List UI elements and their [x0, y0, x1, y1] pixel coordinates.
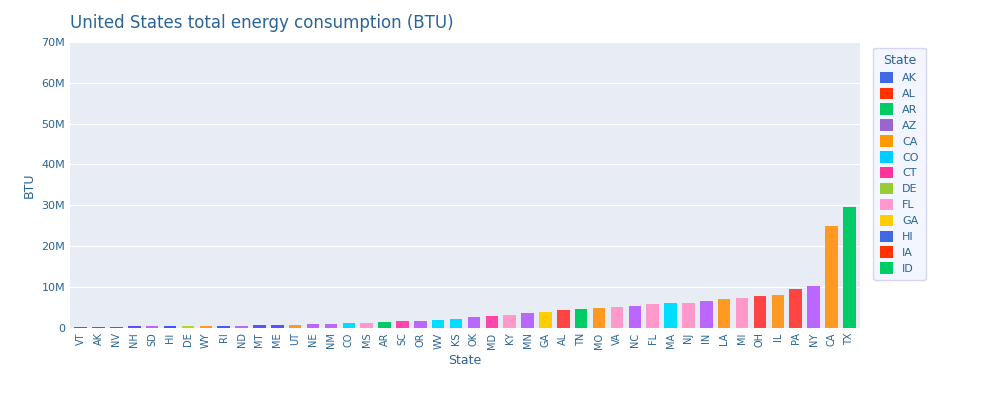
- Bar: [557, 310, 570, 328]
- Legend: AK, AL, AR, AZ, CA, CO, CT, DE, FL, GA, HI, IA, ID: AK, AL, AR, AZ, CA, CO, CT, DE, FL, GA, …: [873, 47, 926, 281]
- Bar: [593, 308, 605, 328]
- Bar: [128, 326, 141, 328]
- Bar: [110, 327, 123, 328]
- Bar: [235, 326, 248, 328]
- Bar: [217, 326, 230, 328]
- Bar: [74, 327, 87, 328]
- Bar: [325, 324, 337, 328]
- Bar: [450, 319, 462, 328]
- Bar: [343, 323, 355, 328]
- Text: United States total energy consumption (BTU): United States total energy consumption (…: [70, 14, 454, 32]
- Bar: [843, 207, 856, 328]
- Bar: [539, 312, 552, 328]
- Bar: [664, 303, 677, 328]
- Bar: [521, 313, 534, 328]
- Bar: [182, 326, 194, 328]
- Bar: [789, 289, 802, 328]
- Bar: [807, 286, 820, 328]
- Bar: [253, 326, 266, 328]
- Bar: [718, 299, 730, 328]
- Bar: [646, 304, 659, 328]
- Bar: [307, 324, 319, 328]
- Bar: [271, 325, 284, 328]
- Bar: [575, 309, 587, 328]
- Bar: [629, 306, 641, 328]
- Bar: [503, 315, 516, 328]
- Bar: [432, 320, 444, 328]
- Bar: [772, 295, 784, 328]
- Bar: [378, 322, 391, 328]
- Bar: [414, 320, 427, 328]
- Bar: [682, 303, 695, 328]
- Bar: [164, 326, 176, 328]
- Bar: [92, 327, 105, 328]
- Bar: [396, 321, 409, 328]
- Y-axis label: BTU: BTU: [23, 172, 36, 197]
- Bar: [486, 316, 498, 328]
- Bar: [360, 323, 373, 328]
- Bar: [146, 326, 158, 328]
- Bar: [200, 326, 212, 328]
- Bar: [468, 317, 480, 328]
- Bar: [700, 301, 713, 328]
- X-axis label: State: State: [448, 354, 482, 367]
- Bar: [825, 226, 838, 328]
- Bar: [754, 296, 766, 328]
- Bar: [289, 325, 301, 328]
- Bar: [611, 307, 623, 328]
- Bar: [736, 298, 748, 328]
